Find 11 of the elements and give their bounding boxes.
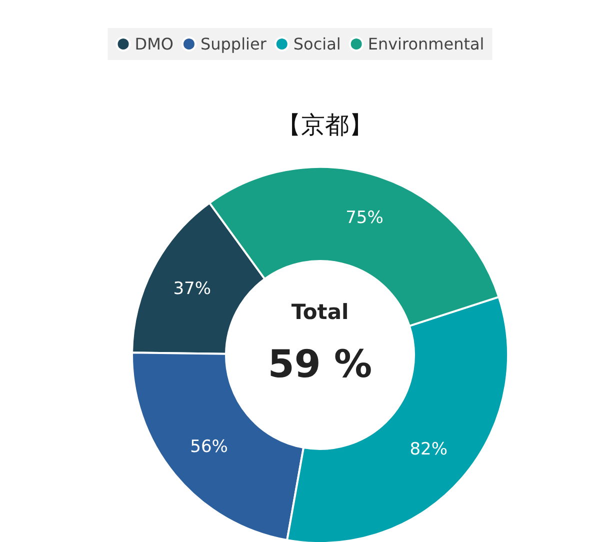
data-label: 37% [173, 278, 212, 299]
data-label: 56% [190, 436, 228, 457]
text: 59 % [268, 342, 372, 386]
data-label: 75% [346, 208, 384, 228]
legend-label: Social [293, 34, 341, 54]
text: 【京都】 [277, 111, 373, 139]
legend-label: Environmental [368, 34, 484, 54]
legend-label: Supplier [200, 34, 267, 54]
data-label: 82% [410, 440, 448, 460]
text: Total [291, 300, 349, 324]
legend-label: DMO [134, 34, 174, 54]
